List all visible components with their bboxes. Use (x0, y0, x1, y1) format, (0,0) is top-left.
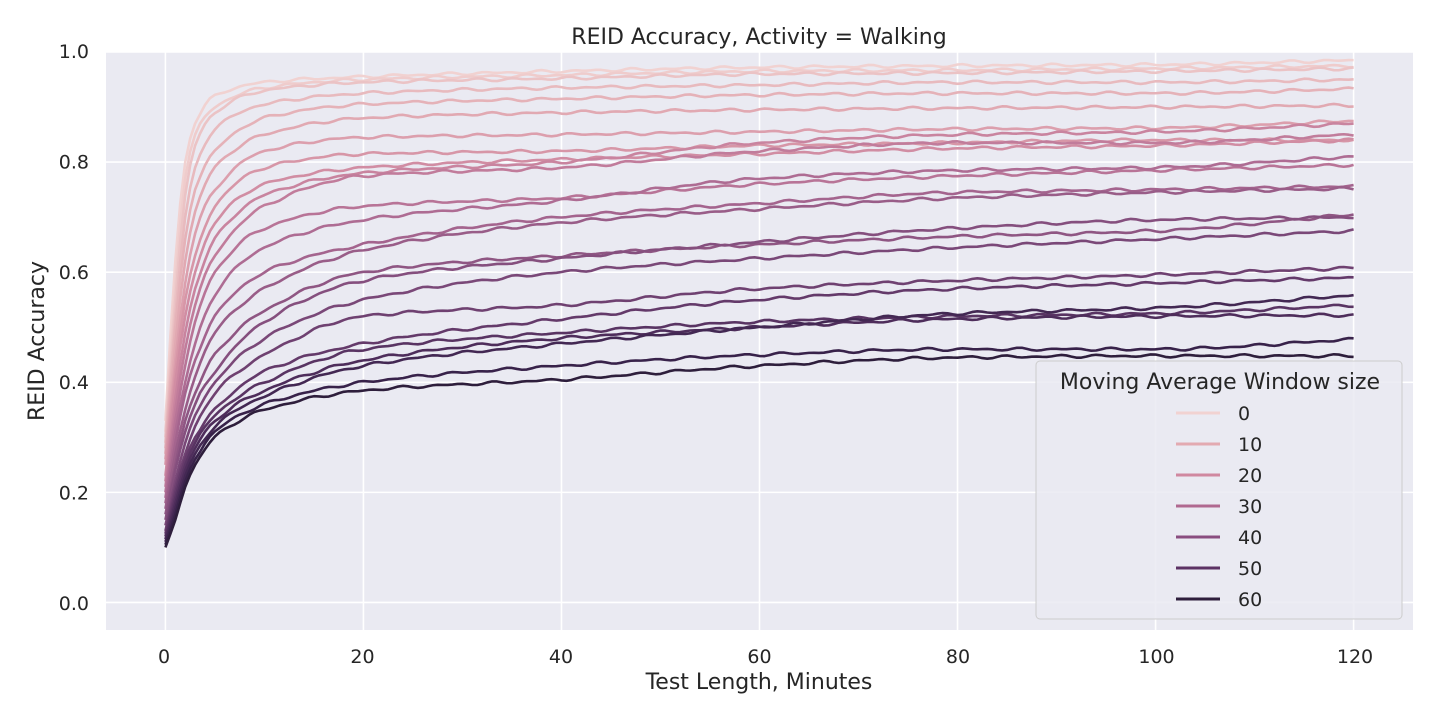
x-tick-label: 100 (1138, 646, 1174, 668)
series-line (164, 213, 1354, 515)
series-line (164, 215, 1354, 521)
legend-label: 0 (1238, 403, 1250, 425)
legend-label: 10 (1238, 434, 1262, 456)
series-line (164, 336, 1354, 546)
y-tick-label: 0.6 (59, 262, 89, 284)
legend-label: 20 (1238, 465, 1262, 487)
x-tick-label: 0 (158, 646, 170, 668)
series-line (164, 303, 1354, 537)
series-line (164, 228, 1354, 526)
series-line (164, 352, 1354, 548)
series-lines (164, 58, 1354, 548)
y-tick-labels: 0.0 0.2 0.4 0.6 0.8 1.0 (59, 41, 89, 615)
series-line (164, 137, 1354, 477)
x-tick-label: 20 (350, 646, 374, 668)
series-line (164, 275, 1354, 534)
chart-title: REID Accuracy, Activity = Walking (571, 25, 946, 50)
x-tick-labels: 0 20 40 60 80 100 120 (158, 646, 1373, 668)
y-tick-label: 1.0 (59, 41, 89, 63)
legend-label: 50 (1238, 558, 1262, 580)
series-line (164, 155, 1354, 499)
series-line (164, 137, 1354, 465)
series-line (164, 63, 1354, 432)
legend-title: Moving Average Window size (1060, 370, 1380, 395)
x-tick-label: 80 (946, 646, 970, 668)
series-line (164, 66, 1354, 438)
series-line (164, 77, 1354, 443)
y-tick-label: 0.2 (59, 483, 89, 505)
y-tick-label: 0.8 (59, 151, 89, 173)
series-line (164, 293, 1354, 543)
series-line (164, 162, 1354, 493)
series-line (164, 58, 1354, 421)
x-tick-label: 60 (747, 646, 771, 668)
legend-entries: 0 10 20 30 40 50 60 (1176, 403, 1262, 611)
series-line (164, 185, 1354, 510)
series-line (164, 183, 1354, 504)
y-tick-label: 0.4 (59, 372, 89, 394)
series-line (164, 86, 1354, 449)
legend-box (1035, 360, 1403, 620)
series-line (164, 122, 1354, 482)
series-line (164, 265, 1354, 532)
x-tick-label: 120 (1337, 646, 1373, 668)
x-axis-title: Test Length, Minutes (645, 670, 873, 695)
x-tick-label: 40 (549, 646, 573, 668)
legend-label: 30 (1238, 496, 1262, 518)
legend-label: 60 (1238, 589, 1262, 611)
series-line (164, 102, 1354, 454)
legend: Moving Average Window size 0 10 20 30 40 50 60 (1035, 360, 1403, 620)
y-tick-label: 0.0 (59, 593, 89, 615)
y-axis-title: REID Accuracy (25, 261, 50, 421)
legend-label: 40 (1238, 527, 1262, 549)
series-line (164, 132, 1354, 488)
